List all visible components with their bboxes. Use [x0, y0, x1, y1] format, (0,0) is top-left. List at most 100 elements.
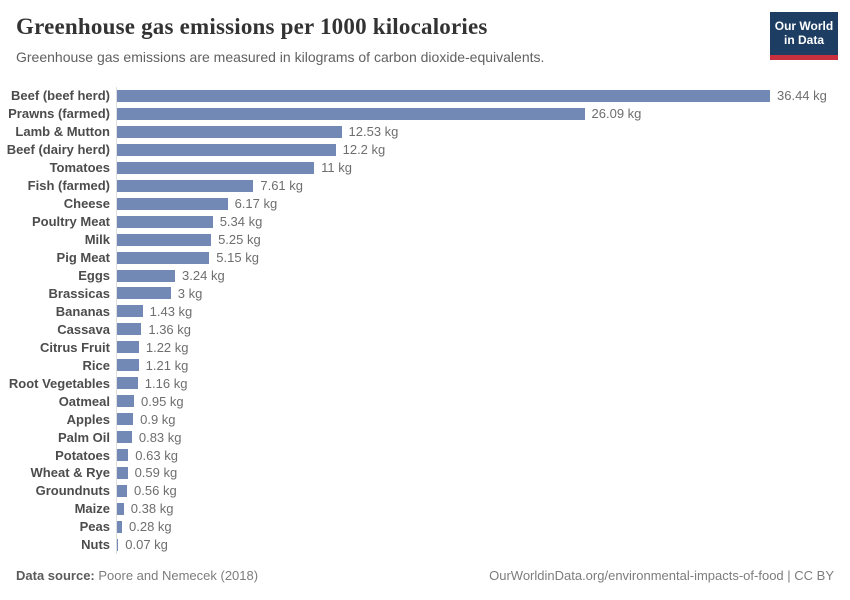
bar[interactable] [117, 323, 142, 336]
category-label: Tomatoes [49, 160, 110, 176]
category-label: Groundnuts [35, 483, 110, 499]
bar-area: 0.56 kg [117, 482, 834, 500]
bar-area: 1.43 kg [117, 302, 834, 320]
bar[interactable] [117, 89, 770, 102]
value-label: 5.15 kg [216, 250, 259, 266]
category-label: Brassicas [48, 285, 110, 301]
bar[interactable] [117, 143, 336, 156]
bar[interactable] [117, 466, 128, 479]
bar[interactable] [117, 179, 254, 192]
bar-area: 5.25 kg [117, 231, 834, 249]
bar-area: 0.95 kg [117, 392, 834, 410]
value-label: 12.2 kg [342, 142, 386, 158]
category-label: Eggs [78, 268, 110, 283]
value-label: 6.17 kg [234, 196, 278, 212]
chart-header: Greenhouse gas emissions per 1000 kiloca… [16, 14, 750, 65]
value-label: 0.28 kg [129, 519, 172, 535]
value-label: 0.59 kg [134, 465, 178, 481]
bar-row: Nuts 0.07 kg [0, 536, 834, 554]
bar-area: 0.9 kg [117, 410, 834, 428]
bar[interactable] [117, 484, 128, 497]
bar-area: 0.59 kg [117, 464, 834, 482]
category-label: Cheese [63, 196, 110, 212]
attribution-link[interactable]: OurWorldinData.org/environmental-impacts… [489, 568, 834, 583]
category-label: Nuts [81, 537, 110, 553]
bar-area: 0.63 kg [117, 446, 834, 464]
bar-area: 0.28 kg [117, 518, 834, 536]
owid-logo-line1: Our World [774, 19, 834, 33]
bar-row: Poultry Meat 5.34 kg [0, 213, 834, 231]
value-label: 26.09 kg [591, 106, 642, 122]
bar[interactable] [117, 287, 171, 300]
bar-area: 7.61 kg [117, 177, 834, 195]
bar[interactable] [117, 431, 132, 444]
category-label: Lamb & Mutton [15, 124, 110, 140]
bar-row: Rice 1.21 kg [0, 356, 834, 374]
category-label: Prawns (farmed) [8, 106, 110, 122]
category-label: Pig Meat [56, 250, 110, 266]
bar-area: 26.09 kg [117, 105, 834, 123]
bar[interactable] [117, 161, 315, 174]
value-label: 0.95 kg [141, 393, 184, 409]
bar-area: 0.38 kg [117, 500, 834, 518]
chart-title: Greenhouse gas emissions per 1000 kiloca… [16, 14, 488, 39]
category-label: Beef (beef herd) [11, 88, 110, 104]
bar[interactable] [117, 359, 139, 372]
bar[interactable] [117, 341, 139, 354]
bar-area: 12.53 kg [117, 123, 834, 141]
bar-area: 36.44 kg [117, 87, 834, 105]
category-label: Citrus Fruit [39, 339, 110, 355]
value-label: 12.53 kg [348, 124, 399, 140]
value-label: 3.24 kg [182, 268, 225, 283]
datasource-label: Data source: [16, 568, 95, 583]
bar-row: Palm Oil 0.83 kg [0, 428, 834, 446]
category-label: Maize [74, 501, 110, 517]
bar-area: 1.22 kg [117, 338, 834, 356]
owid-logo[interactable]: Our World in Data [770, 12, 838, 60]
category-label: Oatmeal [58, 393, 110, 409]
bar[interactable] [117, 377, 138, 390]
category-label: Poultry Meat [31, 214, 110, 230]
chart-subtitle: Greenhouse gas emissions are measured in… [16, 49, 545, 65]
bar[interactable] [117, 502, 124, 515]
bar-area: 1.16 kg [117, 374, 834, 392]
category-label: Fish (farmed) [27, 178, 110, 194]
bar-row: Apples 0.9 kg [0, 410, 834, 428]
bar[interactable] [117, 215, 213, 228]
value-label: 1.16 kg [144, 375, 188, 391]
bar[interactable] [117, 125, 342, 138]
bar[interactable] [117, 107, 585, 120]
bar-row: Bananas 1.43 kg [0, 302, 834, 320]
bar[interactable] [117, 395, 135, 408]
bar-row: Brassicas 3 kg [0, 284, 834, 302]
bar[interactable] [117, 538, 119, 551]
value-label: 7.61 kg [260, 178, 304, 194]
bar[interactable] [117, 251, 210, 264]
bar[interactable] [117, 197, 228, 210]
bar[interactable] [117, 269, 176, 282]
bar-row: Root Vegetables 1.16 kg [0, 374, 834, 392]
bar-row: Tomatoes 11 kg [0, 159, 834, 177]
bar-area: 1.36 kg [117, 320, 834, 338]
bar-area: 0.07 kg [117, 536, 834, 554]
bar-area: 5.15 kg [117, 249, 834, 267]
bar-row: Maize 0.38 kg [0, 500, 834, 518]
bar-area: 6.17 kg [117, 195, 834, 213]
category-label: Wheat & Rye [30, 465, 110, 481]
bar[interactable] [117, 449, 129, 462]
bar-area: 5.34 kg [117, 213, 834, 231]
category-label: Peas [79, 519, 110, 535]
category-label: Apples [66, 411, 110, 427]
bar[interactable] [117, 305, 143, 318]
chart-footer: Data source: Poore and Nemecek (2018) Ou… [16, 568, 834, 583]
value-label: 0.83 kg [138, 429, 182, 445]
bar[interactable] [117, 520, 123, 533]
datasource: Data source: Poore and Nemecek (2018) [16, 568, 258, 583]
bar-row: Beef (dairy herd) 12.2 kg [0, 141, 834, 159]
value-label: 5.25 kg [218, 232, 261, 248]
bar[interactable] [117, 233, 212, 246]
bar[interactable] [117, 413, 134, 426]
bar-row: Citrus Fruit 1.22 kg [0, 338, 834, 356]
bar-row: Beef (beef herd) 36.44 kg [0, 87, 834, 105]
